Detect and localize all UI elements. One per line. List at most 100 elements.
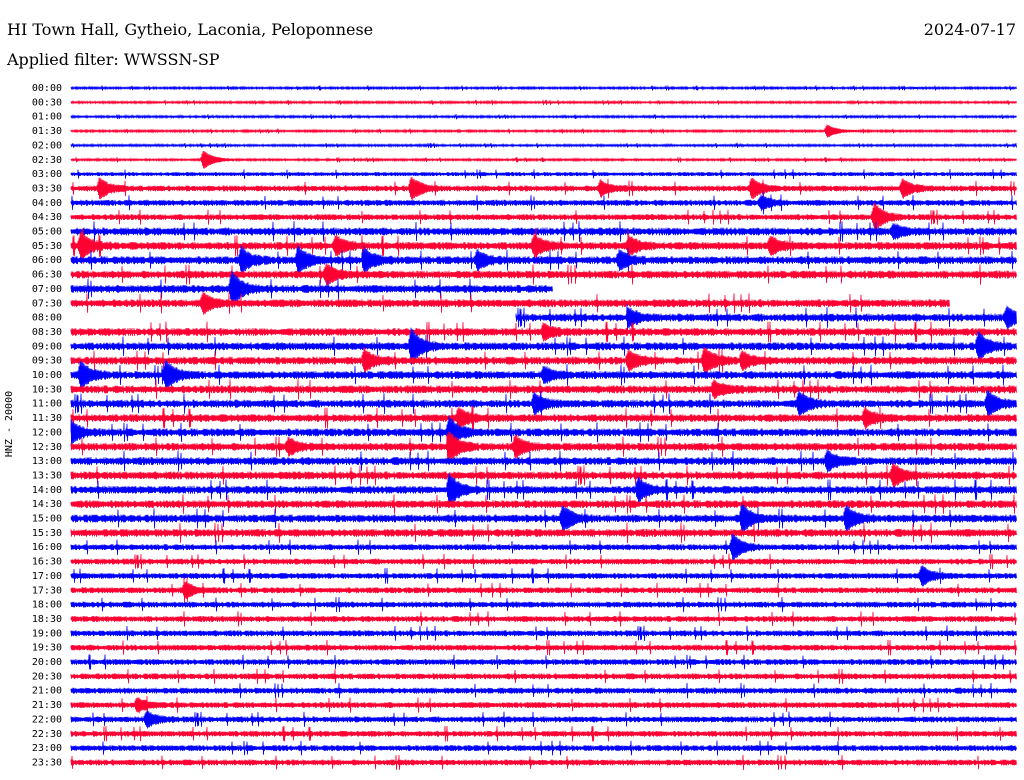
- trace-row: [70, 695, 1017, 715]
- trace-row: [70, 244, 1017, 276]
- trace-row: [70, 415, 1017, 450]
- trace-row: [70, 270, 553, 308]
- row-label: 06:30: [32, 270, 62, 281]
- row-label: 12:30: [32, 442, 62, 453]
- row-label: 18:00: [32, 600, 62, 611]
- row-label: 04:30: [32, 212, 62, 223]
- row-label: 18:30: [32, 614, 62, 625]
- applied-filter: Applied filter: WWSSN-SP: [7, 50, 220, 69]
- row-label: 12:00: [32, 427, 62, 438]
- trace-row: [70, 99, 1017, 105]
- trace-row: [70, 494, 1017, 514]
- row-label: 19:30: [32, 643, 62, 654]
- row-label: 02:30: [32, 155, 62, 166]
- trace-row: [70, 321, 1017, 343]
- trace-row: [70, 565, 1017, 587]
- row-label: 10:30: [32, 384, 62, 395]
- row-label: 05:30: [32, 241, 62, 252]
- trace-row: [70, 654, 1017, 670]
- row-label: 13:00: [32, 456, 62, 467]
- trace-row: [70, 461, 1017, 489]
- trace-row: [70, 725, 1017, 742]
- station-title: HI Town Hall, Gytheio, Laconia, Peloponn…: [7, 20, 374, 39]
- row-label: 00:30: [32, 97, 62, 108]
- trace-row: [70, 227, 1017, 264]
- row-labels: 00:00 00:30 01:00 01:30 02:00 02:30 03:00 03:30…: [32, 83, 62, 768]
- trace-row: [70, 114, 1017, 120]
- row-label: 04:00: [32, 198, 62, 209]
- row-label: 21:30: [32, 700, 62, 711]
- trace-row: [70, 710, 1017, 729]
- row-label: 16:30: [32, 557, 62, 568]
- trace-row: [70, 472, 1017, 507]
- row-label: 09:30: [32, 356, 62, 367]
- trace-row: [70, 431, 1017, 462]
- row-label: 03:00: [32, 169, 62, 180]
- row-label: 17:00: [32, 571, 62, 582]
- trace-row: [70, 221, 1017, 242]
- trace-row: [70, 291, 950, 315]
- trace-row: [515, 303, 1017, 332]
- trace-row: [70, 327, 1017, 366]
- row-label: 02:00: [32, 140, 62, 151]
- trace-row: [70, 611, 1017, 627]
- trace-row: [70, 625, 1017, 642]
- row-label: 16:00: [32, 542, 62, 553]
- axis-title-group: HNZ - 20000: [4, 391, 15, 457]
- trace-row: [70, 553, 1017, 570]
- row-label: 19:00: [32, 628, 62, 639]
- row-label: 14:00: [32, 485, 62, 496]
- trace-row: [70, 263, 1017, 286]
- row-label: 07:30: [32, 298, 62, 309]
- trace-row: [70, 577, 1017, 604]
- record-date: 2024-07-17: [923, 20, 1016, 39]
- row-label: 01:30: [32, 126, 62, 137]
- trace-row: [70, 150, 1017, 169]
- row-label: 08:00: [32, 313, 62, 324]
- row-label: 23:30: [32, 757, 62, 768]
- trace-row: [70, 202, 1017, 232]
- row-label: 21:00: [32, 686, 62, 697]
- row-label: 10:00: [32, 370, 62, 381]
- row-label: 14:30: [32, 499, 62, 510]
- trace-row: [70, 359, 1017, 391]
- row-label: 06:00: [32, 255, 62, 266]
- trace-row: [70, 740, 1017, 756]
- row-label: 22:30: [32, 729, 62, 740]
- row-label: 22:00: [32, 714, 62, 725]
- row-label: 20:00: [32, 657, 62, 668]
- trace-row: [70, 754, 1017, 771]
- row-label: 13:30: [32, 470, 62, 481]
- trace-row: [70, 597, 1017, 613]
- row-label: 17:30: [32, 585, 62, 596]
- trace-row: [70, 533, 1017, 561]
- trace-row: [70, 389, 1017, 418]
- row-label: 15:00: [32, 514, 62, 525]
- row-label: 08:30: [32, 327, 62, 338]
- row-label: 11:30: [32, 413, 62, 424]
- row-label: 03:30: [32, 183, 62, 194]
- trace-row: [70, 522, 1017, 544]
- row-label: 00:00: [32, 83, 62, 94]
- trace-row: [70, 169, 1017, 180]
- trace-row: [70, 379, 1017, 400]
- trace-row: [70, 191, 1017, 215]
- row-label: 11:00: [32, 399, 62, 410]
- row-label: 20:30: [32, 671, 62, 682]
- row-label: 15:30: [32, 528, 62, 539]
- trace-row: [70, 502, 1017, 535]
- trace-row: [70, 449, 1017, 473]
- trace-row: [70, 668, 1017, 684]
- axis-title: HNZ - 20000: [4, 391, 15, 457]
- row-label: 05:00: [32, 227, 62, 238]
- trace-row: [70, 124, 1017, 138]
- row-label: 23:00: [32, 743, 62, 754]
- trace-row: [70, 405, 1017, 431]
- trace-row: [70, 346, 1017, 375]
- trace-row: [70, 176, 1017, 200]
- trace-row: [70, 682, 1017, 699]
- trace-row: [70, 639, 1017, 656]
- row-label: 07:00: [32, 284, 62, 295]
- trace-row: [70, 142, 1017, 149]
